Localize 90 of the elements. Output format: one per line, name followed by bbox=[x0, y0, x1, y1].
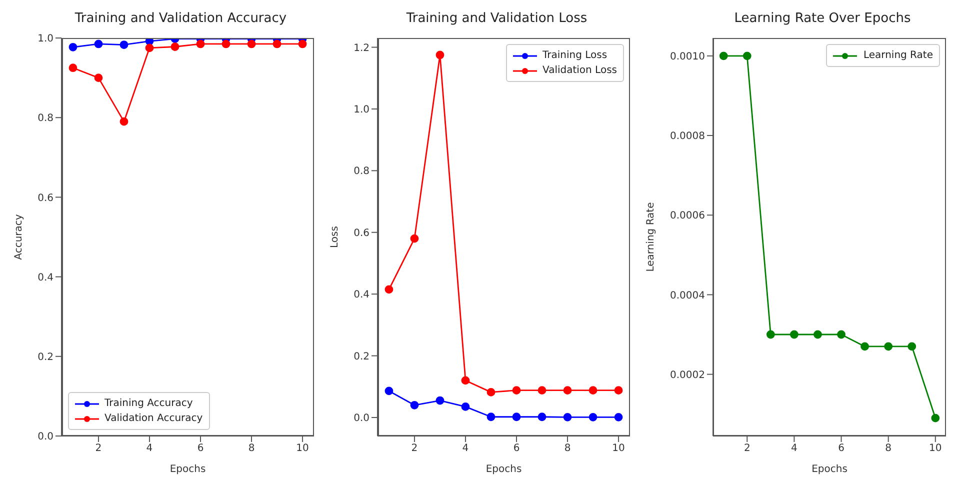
point bbox=[94, 74, 103, 82]
point bbox=[563, 386, 572, 395]
point bbox=[588, 386, 598, 395]
point bbox=[614, 386, 623, 395]
point bbox=[298, 40, 307, 48]
y-tick-label: 0.6 bbox=[38, 192, 54, 204]
chart-title: Learning Rate Over Epochs bbox=[733, 10, 912, 28]
legend-label: Training Accuracy bbox=[104, 397, 193, 411]
point bbox=[410, 400, 419, 410]
x-tick-label: 2 bbox=[744, 443, 750, 454]
y-tick-label: 0.0006 bbox=[670, 210, 705, 222]
point bbox=[790, 330, 798, 339]
y-tick-label: 1.2 bbox=[354, 42, 370, 54]
x-tick-label: 6 bbox=[513, 443, 520, 454]
x-tick-label: 10 bbox=[929, 443, 942, 454]
x-tick-label: 6 bbox=[197, 443, 204, 454]
y-axis-title: Accuracy bbox=[14, 214, 25, 260]
x-tick-label: 10 bbox=[612, 443, 625, 454]
point bbox=[486, 412, 496, 422]
point bbox=[766, 330, 775, 339]
point bbox=[538, 412, 546, 422]
x-tick-label: 6 bbox=[838, 443, 844, 454]
point bbox=[908, 342, 916, 351]
point bbox=[222, 40, 230, 48]
point bbox=[931, 414, 940, 422]
point bbox=[884, 342, 893, 351]
x-tick-label: 10 bbox=[296, 443, 309, 454]
legend-label: Training Loss bbox=[542, 49, 608, 63]
point bbox=[120, 40, 128, 49]
x-tick-label: 4 bbox=[791, 443, 798, 454]
point bbox=[436, 396, 444, 405]
x-tick-label: 8 bbox=[248, 443, 255, 454]
y-tick-label: 0.2 bbox=[354, 351, 370, 362]
chart-title: Training and Validation Accuracy bbox=[74, 10, 288, 28]
y-tick-label: 1.0 bbox=[38, 34, 54, 45]
x-tick-label: 8 bbox=[885, 443, 892, 454]
y-tick-label: 0.2 bbox=[38, 352, 54, 363]
point bbox=[860, 342, 870, 351]
x-tick-label: 2 bbox=[95, 443, 102, 454]
y-tick-label: 0.4 bbox=[38, 272, 54, 284]
point bbox=[410, 234, 419, 243]
point bbox=[814, 330, 822, 339]
y-tick-label: 0.6 bbox=[354, 228, 370, 239]
y-tick-label: 1.0 bbox=[354, 104, 370, 116]
point bbox=[384, 386, 394, 396]
x-axis-title: Epochs bbox=[170, 464, 206, 475]
x-tick-label: 4 bbox=[462, 443, 469, 454]
point bbox=[145, 44, 154, 52]
y-tick-label: 0.4 bbox=[354, 290, 370, 301]
point bbox=[247, 40, 256, 48]
x-axis-title: Epochs bbox=[812, 464, 848, 475]
point bbox=[512, 412, 521, 422]
point bbox=[461, 402, 470, 411]
point bbox=[486, 388, 496, 396]
y-tick-label: 0.0002 bbox=[670, 370, 705, 381]
point bbox=[563, 412, 572, 422]
y-tick-label: 0.0 bbox=[354, 413, 370, 424]
y-axis-title: Learning Rate bbox=[646, 202, 657, 272]
x-axis-title: Epochs bbox=[486, 464, 522, 475]
chart-title: Training and Validation Loss bbox=[405, 10, 588, 28]
point bbox=[68, 42, 78, 52]
point bbox=[588, 412, 598, 422]
y-tick-label: 0.8 bbox=[354, 166, 370, 178]
x-tick-label: 4 bbox=[146, 443, 153, 454]
point bbox=[120, 117, 128, 126]
y-axis-title: Loss bbox=[330, 226, 341, 248]
y-tick-label: 0.0 bbox=[38, 432, 54, 443]
x-tick-label: 8 bbox=[564, 443, 571, 454]
point bbox=[512, 386, 521, 395]
point bbox=[837, 330, 846, 339]
y-tick-label: 0.8 bbox=[38, 113, 54, 124]
y-tick-label: 0.0004 bbox=[670, 290, 705, 302]
point bbox=[742, 52, 752, 60]
point bbox=[538, 386, 546, 395]
y-tick-label: 0.0010 bbox=[670, 51, 705, 62]
x-tick-label: 2 bbox=[411, 443, 418, 454]
point bbox=[461, 376, 470, 385]
legend-label: Validation Accuracy bbox=[104, 412, 203, 426]
point bbox=[272, 40, 282, 48]
point bbox=[94, 40, 103, 48]
point bbox=[719, 52, 728, 60]
point bbox=[436, 50, 444, 60]
y-tick-label: 0.0008 bbox=[670, 131, 705, 142]
point bbox=[384, 285, 394, 294]
legend-label: Validation Loss bbox=[542, 64, 617, 78]
point bbox=[68, 64, 78, 72]
legend-label: Learning Rate bbox=[863, 49, 933, 63]
point bbox=[196, 40, 205, 48]
point bbox=[614, 412, 623, 422]
point bbox=[170, 42, 180, 51]
